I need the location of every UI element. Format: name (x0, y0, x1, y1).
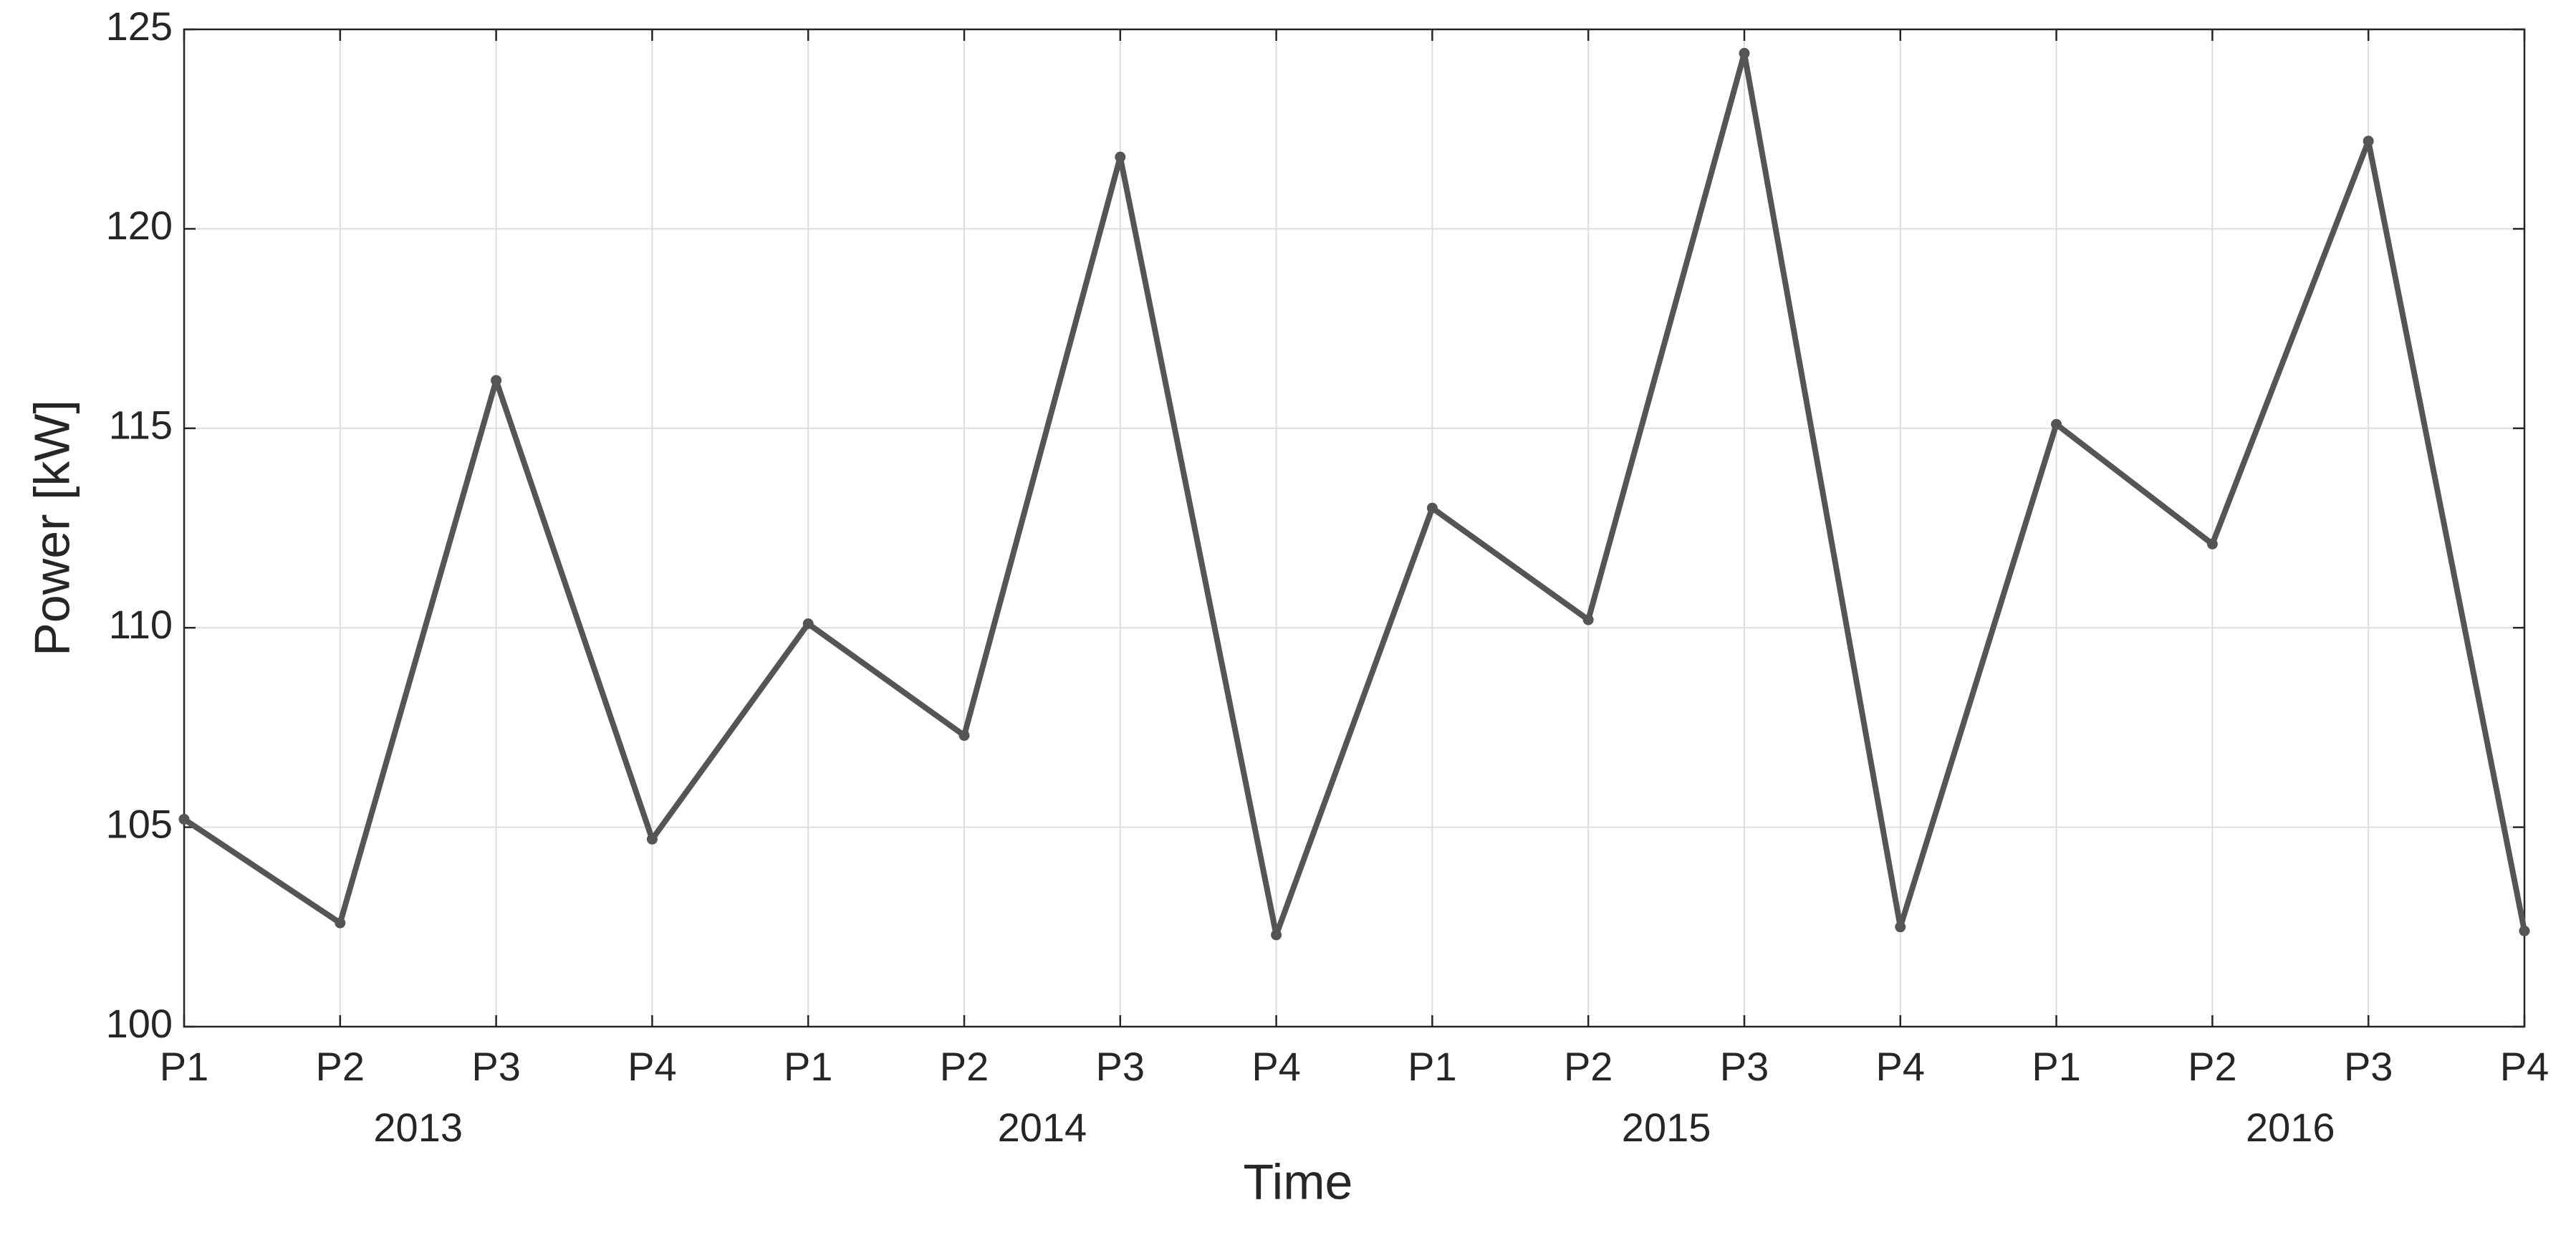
x-tick-label: P3 (471, 1044, 521, 1089)
data-point (1895, 921, 1906, 933)
data-point (2363, 135, 2374, 147)
x-tick-label: P3 (1720, 1044, 1769, 1089)
x-tick-label: P4 (628, 1044, 677, 1089)
data-point (2519, 925, 2530, 936)
data-point (178, 813, 190, 825)
y-axis-label: Power [kW] (24, 400, 80, 656)
x-group-label: 2013 (373, 1105, 463, 1150)
x-group-label: 2014 (998, 1105, 1087, 1150)
data-point (2051, 418, 2062, 430)
x-tick-label: P2 (2188, 1044, 2237, 1089)
x-tick-label: P4 (1876, 1044, 1926, 1089)
x-tick-label: P1 (2032, 1044, 2081, 1089)
y-tick-label: 105 (106, 801, 173, 846)
y-tick-label: 110 (109, 602, 173, 647)
y-tick-label: 125 (106, 4, 173, 49)
data-point (958, 730, 970, 742)
y-tick-label: 120 (106, 203, 173, 248)
data-point (802, 618, 814, 630)
x-axis-label: Time (1244, 1153, 1353, 1209)
y-tick-label: 100 (106, 1001, 173, 1046)
x-tick-label: P2 (316, 1044, 365, 1089)
data-point (335, 917, 346, 929)
plot-frame (183, 28, 2526, 1028)
data-line (182, 50, 2527, 938)
data-point (646, 833, 658, 845)
x-tick-label: P3 (1096, 1044, 1145, 1089)
data-point (1582, 614, 1594, 625)
x-tick-label: P4 (1251, 1044, 1301, 1089)
data-point (1739, 47, 1750, 59)
data-point (2206, 538, 2218, 550)
x-tick-label: P3 (2344, 1044, 2393, 1089)
data-point (1271, 929, 1282, 941)
x-tick-label: P2 (940, 1044, 989, 1089)
y-tick-label: 115 (109, 403, 173, 448)
data-point (1115, 151, 1126, 163)
x-tick-label: P1 (160, 1044, 209, 1089)
data-point (491, 375, 502, 386)
x-group-label: 2016 (2246, 1105, 2335, 1150)
x-group-label: 2015 (1622, 1105, 1711, 1150)
data-point (1426, 502, 1438, 514)
x-tick-label: P1 (1408, 1044, 1457, 1089)
x-tick-label: P2 (1564, 1044, 1613, 1089)
x-tick-label: P1 (784, 1044, 833, 1089)
x-tick-label: P4 (2500, 1044, 2549, 1089)
